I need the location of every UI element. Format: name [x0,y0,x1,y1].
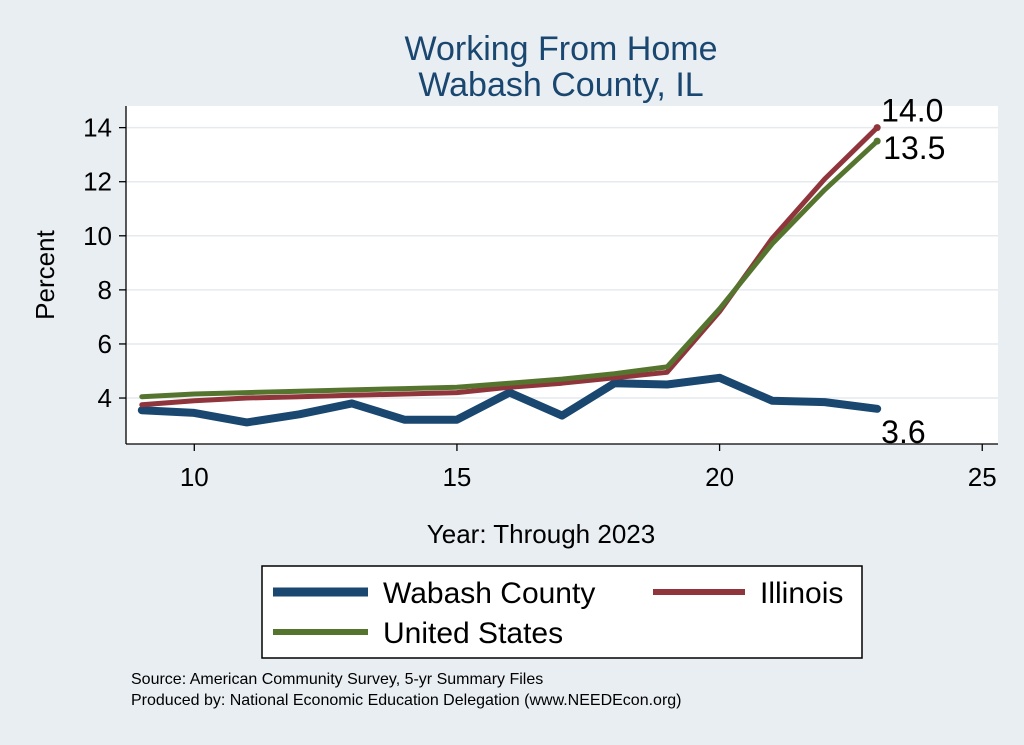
axes: 4 6 8 10 12 14 10 15 20 25 [83,106,998,492]
x-tick-label-15: 15 [442,462,471,492]
series-line-wabash-county [137,373,882,427]
legend-label-united-states: United States [383,617,563,650]
y-tick-label-6: 6 [98,329,112,359]
y-tick-label-14: 14 [83,113,112,143]
x-tick-label-25: 25 [968,462,997,492]
x-tick-label-10: 10 [180,462,209,492]
end-point-united-states [873,137,881,145]
series-lines [137,124,882,427]
y-tick-label-8: 8 [98,275,112,305]
x-axis-label: Year: Through 2023 [427,519,655,549]
end-label-illinois: 14.0 [881,93,943,129]
end-labels: 3.6 14.013.5 [881,93,945,450]
y-tick-label-4: 4 [98,383,112,413]
chart-title: Working From Home [405,30,718,68]
y-tick-label-12: 12 [83,167,112,197]
source-note: Source: American Community Survey, 5-yr … [131,671,544,688]
producer-note: Produced by: National Economic Education… [131,692,682,709]
end-label-wabash-county: 3.6 [881,414,925,450]
y-tick-label-10: 10 [83,221,112,251]
x-tick-label-20: 20 [705,462,734,492]
legend-box [261,565,863,659]
legend-label-illinois: Illinois [760,577,843,610]
legend-label-wabash-county: Wabash County [383,577,595,610]
chart-subtitle: Wabash County, IL [418,66,703,104]
end-point-illinois [873,124,881,132]
legend: Wabash County Illinois United States [261,565,863,659]
end-label-united-states: 13.5 [883,130,945,166]
end-point-wabash-county [873,405,881,413]
y-axis-label: Percent [30,229,60,319]
series-line-united-states [139,138,880,400]
